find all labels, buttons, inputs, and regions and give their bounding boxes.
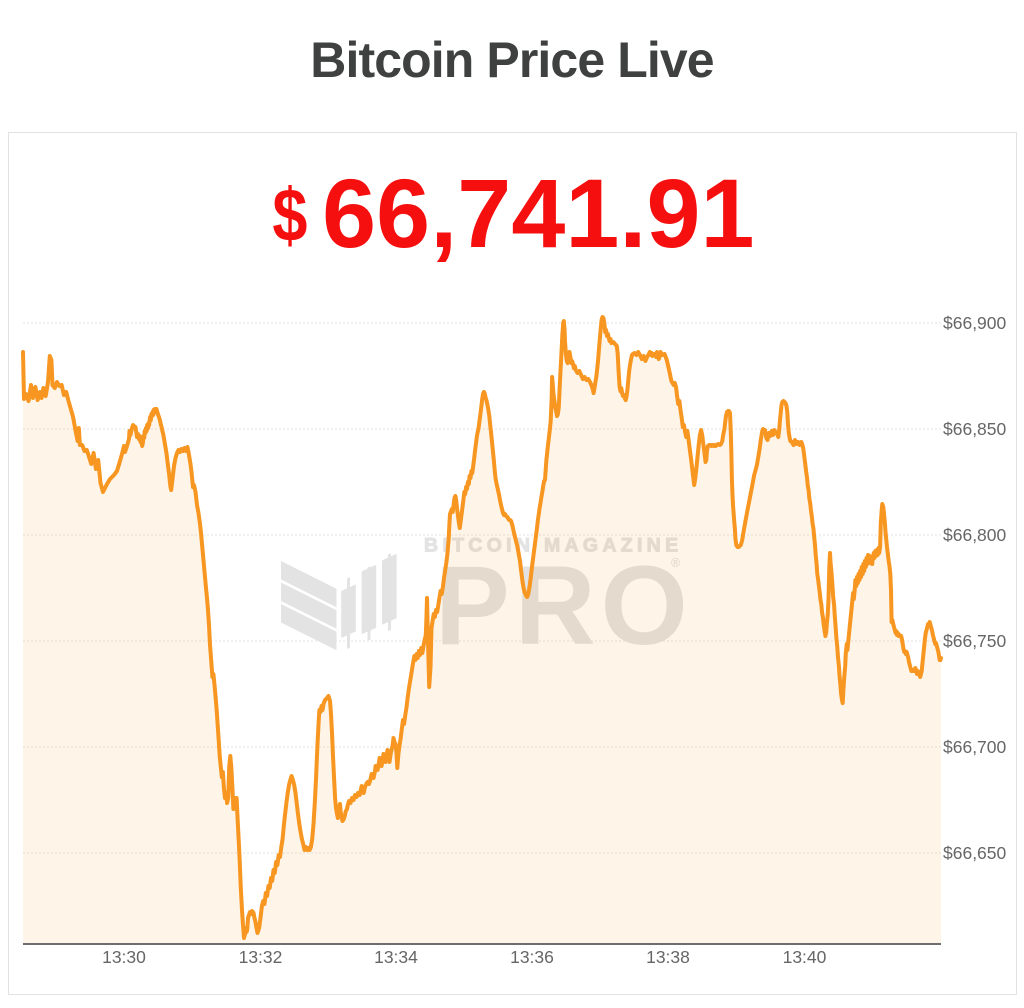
svg-text:®: ® [671,556,681,570]
svg-text:$66,850: $66,850 [943,419,1007,439]
svg-text:$66,900: $66,900 [943,313,1007,333]
svg-text:13:34: 13:34 [374,947,418,967]
svg-text:13:30: 13:30 [102,947,146,967]
svg-text:13:36: 13:36 [510,947,554,967]
svg-text:$66,700: $66,700 [943,737,1007,757]
svg-text:$66,750: $66,750 [943,631,1007,651]
svg-text:$66,650: $66,650 [943,843,1007,863]
svg-text:13:38: 13:38 [646,947,690,967]
svg-text:BITCOIN MAGAZINE: BITCOIN MAGAZINE [424,535,682,557]
svg-text:PRO: PRO [435,543,693,668]
svg-text:$66,800: $66,800 [943,525,1007,545]
svg-text:13:40: 13:40 [783,947,827,967]
svg-text:13:32: 13:32 [239,947,283,967]
